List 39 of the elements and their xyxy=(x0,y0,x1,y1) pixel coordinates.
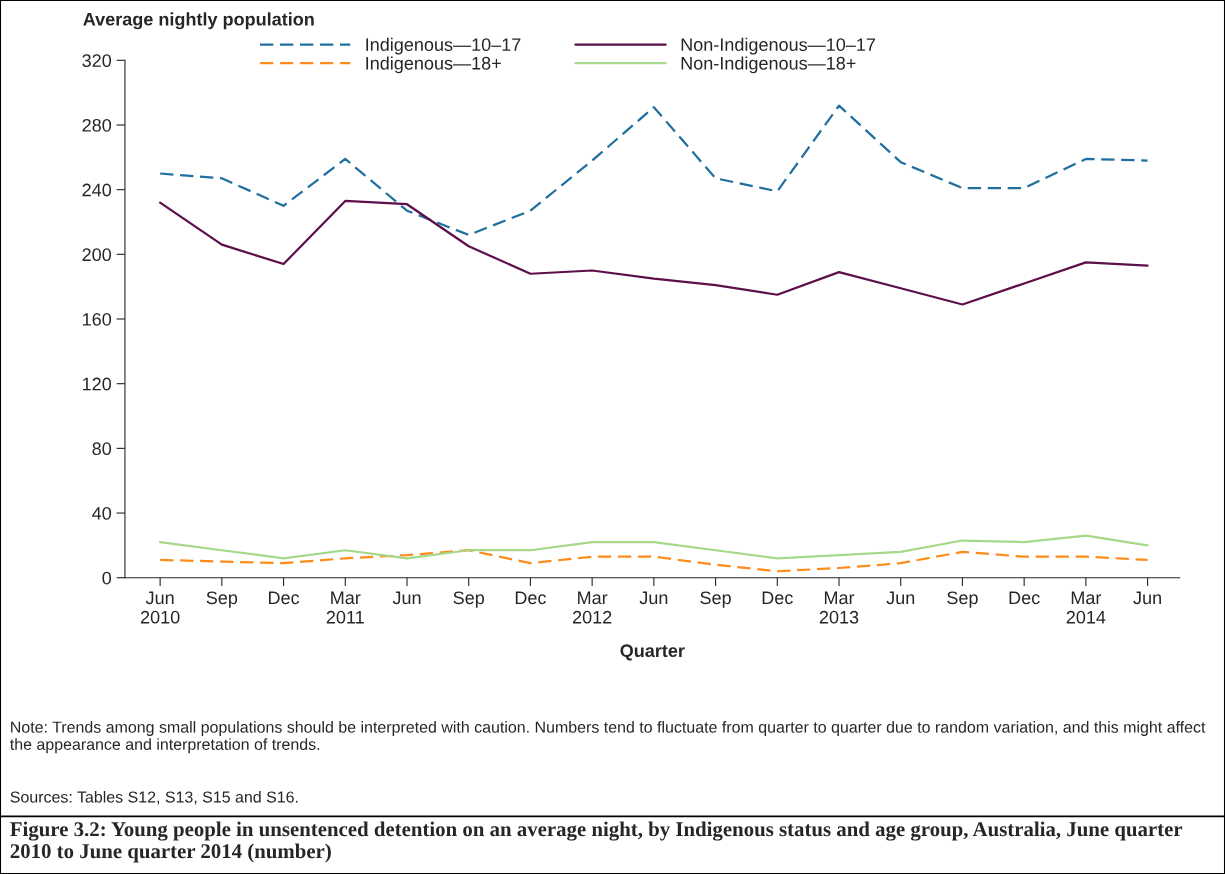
x-tick-label: Jun 2010 xyxy=(140,591,180,624)
y-tick-label: 240 xyxy=(82,183,112,197)
x-tick-label: Jun xyxy=(392,591,421,605)
y-tick-label: 120 xyxy=(83,377,112,391)
y-tick-label: 0 xyxy=(102,571,112,585)
line-series xyxy=(159,549,1149,573)
line-series xyxy=(159,534,1149,560)
y-tick-label: 200 xyxy=(82,248,112,262)
x-tick-label: Dec xyxy=(268,591,300,605)
x-tick-label: Sep xyxy=(947,591,978,608)
x-tick-label: Dec xyxy=(1009,591,1040,605)
y-tick-label: 160 xyxy=(83,312,112,326)
x-tick-label: Mar 2011 xyxy=(326,591,364,624)
x-tick-label: Sep xyxy=(453,591,485,608)
x-tick-label: Jun xyxy=(886,591,915,605)
y-tick-label: 80 xyxy=(92,442,112,456)
x-tick-label: Jun xyxy=(639,591,668,605)
x-tick-label: Sep xyxy=(700,591,731,608)
x-tick-label: Dec xyxy=(515,591,546,605)
y-tick-label: 320 xyxy=(82,54,112,68)
line-series xyxy=(159,199,1149,306)
y-axis-title: Average nightly population xyxy=(83,12,314,30)
x-tick-label: Sep xyxy=(206,591,238,608)
x-tick-label: Jun xyxy=(1133,591,1161,605)
x-tick-label: Mar 2013 xyxy=(819,591,859,624)
x-tick-label: Dec xyxy=(762,591,793,605)
text: Figure 3.2: Young people in unsentenced detention on an average night, by Indigenous status and age group, Australia, June quarter 2010 to June quarter 2014 (number) xyxy=(10,821,1183,863)
x-tick-label: Mar 2012 xyxy=(572,591,612,624)
source-note: Sources: Tables S12, S13, S15 and S16. xyxy=(10,790,298,805)
y-tick-label: 280 xyxy=(82,118,112,132)
x-tick-label: Mar 2014 xyxy=(1066,591,1106,624)
line-series xyxy=(159,104,1149,237)
legend-label: Indigenous—10–17 xyxy=(366,37,521,55)
legend-label: Non-Indigenous—10–17 xyxy=(681,37,876,55)
y-tick-label: 40 xyxy=(92,506,112,520)
x-axis-title: Quarter xyxy=(620,644,685,661)
legend-label: Non-Indigenous—18+ xyxy=(681,56,856,74)
text: Note: Trends among small populations should be interpreted with caution. Numbers tend to fluctuate from quarter to quarter due to random variation, and this might affect the appearance and interpretation of trends. xyxy=(10,721,1206,754)
legend-label: Indigenous—18+ xyxy=(366,56,501,74)
